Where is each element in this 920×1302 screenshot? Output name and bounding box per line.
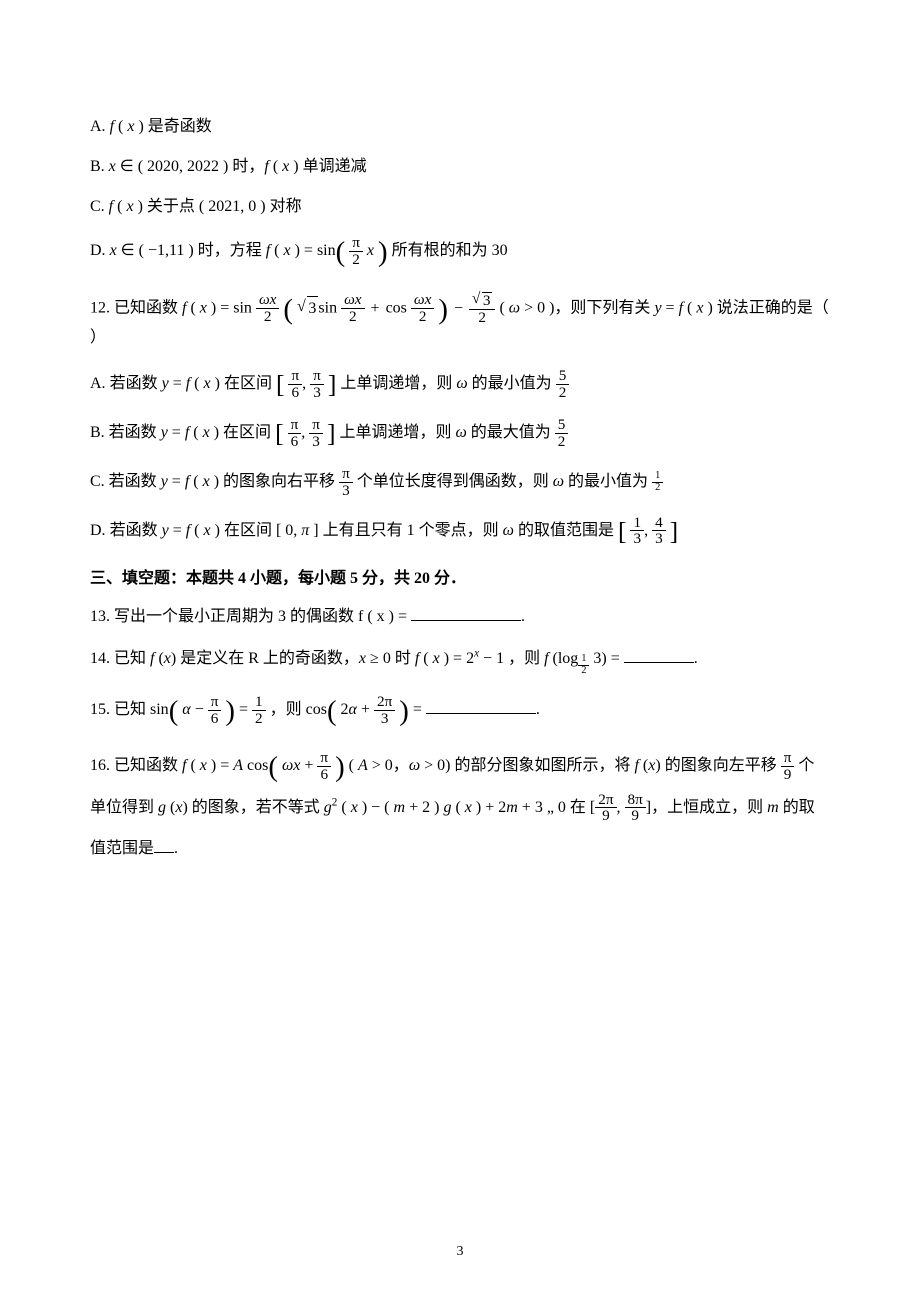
blank (411, 605, 521, 621)
q13: 13. 写出一个最小正周期为 3 的偶函数 f ( x ) = . (90, 605, 830, 629)
q11-option-d: D. x ∈ ( −1,11 ) 时，方程 f ( x ) = sin( π2 … (90, 235, 830, 268)
question-number: 13. (90, 608, 110, 625)
q12: 12. 已知函数 f ( x ) = sin ωx2 ( 3sin ωx2 + … (90, 292, 830, 350)
option-label: D. (90, 522, 106, 539)
q11-option-c: C. f ( x ) 关于点 ( 2021, 0 ) 对称 (90, 195, 830, 219)
option-label: B. (90, 158, 105, 175)
option-label: C. (90, 473, 105, 490)
page-number: 3 (0, 1241, 920, 1262)
question-number: 15. (90, 701, 110, 718)
option-label: D. (90, 242, 106, 259)
option-label: B. (90, 424, 105, 441)
option-label: A. (90, 118, 106, 135)
q12-option-d: D. 若函数 y = f ( x ) 在区间 [ 0, π ] 上有且只有 1 … (90, 515, 830, 548)
q12-option-b: B. 若函数 y = f ( x ) 在区间 [ π6, π3 ] 上单调递增，… (90, 417, 830, 450)
question-number: 16. (90, 757, 110, 774)
q11-option-a: A. f ( x ) 是奇函数 (90, 115, 830, 139)
blank (624, 647, 694, 663)
option-label: C. (90, 198, 105, 215)
question-number: 14. (90, 650, 110, 667)
text: 关于点 (147, 198, 195, 215)
section-3-heading: 三、填空题：本题共 4 小题，每小题 5 分，共 20 分． (90, 567, 830, 591)
blank (154, 837, 174, 853)
q15: 15. 已知 sin( α − π6 ) = 12 ，则 cos( 2α + 2… (90, 694, 830, 727)
q16: 16. 已知函数 f ( x ) = A cos( ωx + π6 ) ( A … (90, 745, 830, 870)
blank (426, 698, 536, 714)
q14: 14. 已知 f (x) 是定义在 R 上的奇函数，x ≥ 0 时 f ( x … (90, 647, 830, 676)
option-label: A. (90, 375, 106, 392)
q11-option-b: B. x ∈ ( 2020, 2022 ) 时，f ( x ) 单调递减 (90, 155, 830, 179)
text: 是奇函数 (148, 118, 212, 135)
q12-option-a: A. 若函数 y = f ( x ) 在区间 [ π6, π3 ] 上单调递增，… (90, 368, 830, 401)
question-number: 12. (90, 300, 110, 317)
q12-option-c: C. 若函数 y = f ( x ) 的图象向右平移 π3 个单位长度得到偶函数… (90, 466, 830, 499)
